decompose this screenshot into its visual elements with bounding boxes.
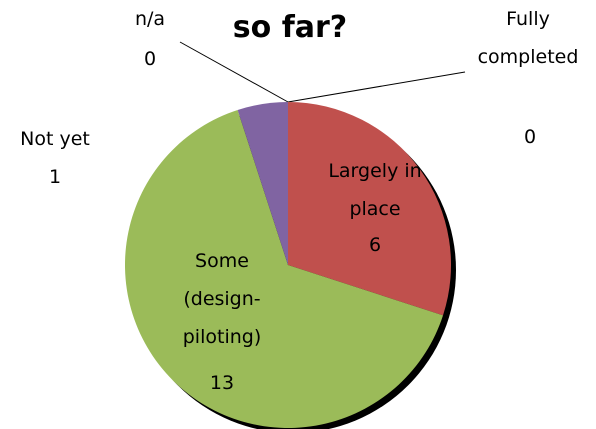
data-label-name: n/a [134,8,166,30]
leader-line [179,41,289,103]
pie-slice [237,102,288,265]
data-label-value: 13 [209,372,235,394]
data-label-name: Fully completed [477,8,579,68]
data-label-name: Some (design-piloting) [182,250,262,348]
pie-slice [288,102,452,316]
data-label-value: 0 [523,126,537,148]
chart-title: so far? [232,10,348,45]
pie-slice [125,109,444,429]
data-label-value: 0 [143,48,157,70]
data-label-name: Not yet [20,128,90,150]
data-label-value: 1 [48,166,62,188]
data-label-name: Largely in place [328,160,422,220]
data-label-value: 6 [368,234,382,256]
leader-line [287,71,466,103]
